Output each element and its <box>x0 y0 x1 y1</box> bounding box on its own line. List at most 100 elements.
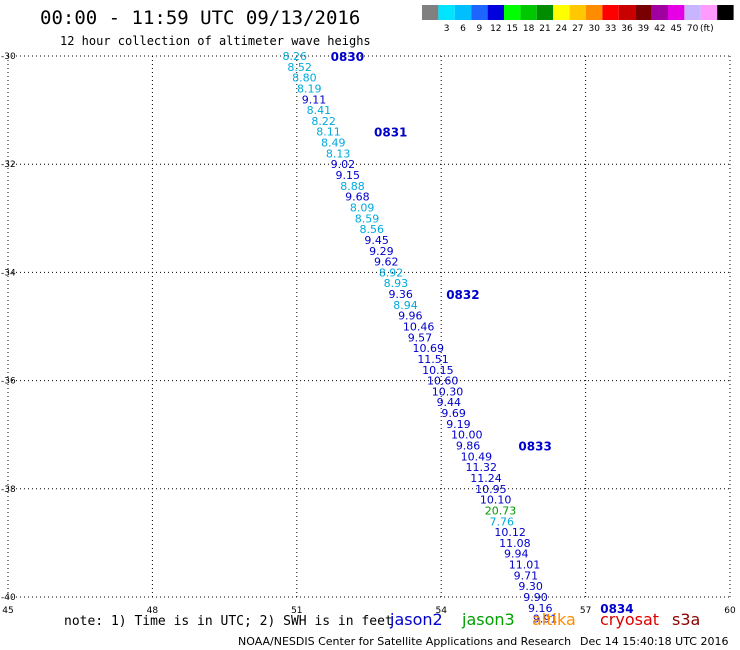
scale-label: 70 <box>687 24 699 34</box>
swh-point-label: 9.02 <box>331 158 356 171</box>
swh-point-label: 9.29 <box>369 245 394 258</box>
swh-point-label: 9.69 <box>441 407 466 420</box>
swh-point-label: 11.24 <box>470 472 502 485</box>
swh-point-label: 10.69 <box>413 342 445 355</box>
swh-point-label: 9.44 <box>437 396 462 409</box>
scale-swatch <box>618 5 636 20</box>
swh-point-label: 9.45 <box>364 234 389 247</box>
x-tick-label: 51 <box>291 606 302 616</box>
swh-point-label: 9.96 <box>398 310 423 323</box>
scale-label: 45 <box>670 24 681 34</box>
swh-point-label: 9.68 <box>345 191 370 204</box>
swh-point-label: 10.60 <box>427 375 459 388</box>
swh-point-label: 8.11 <box>316 126 341 139</box>
swh-point-label: 9.16 <box>528 602 553 615</box>
scale-label: 6 <box>460 24 466 34</box>
time-label: 0832 <box>446 288 479 302</box>
grid <box>7 55 731 598</box>
satellite-legend-label: s3a <box>672 610 700 629</box>
swh-point-label: 8.19 <box>297 82 322 95</box>
scale-swatch <box>454 5 472 20</box>
x-tick-label: 54 <box>435 606 447 616</box>
footer-timestamp: Dec 14 15:40:18 UTC 2016 <box>580 635 728 648</box>
scale-label: 42 <box>654 24 665 34</box>
swh-point-label: 8.56 <box>360 223 385 236</box>
swh-point-label: 8.94 <box>393 299 418 312</box>
chart-subtitle: 12 hour collection of altimeter wave hei… <box>60 34 371 48</box>
scale-label: 9 <box>477 24 483 34</box>
swh-point-label: 8.41 <box>307 104 332 117</box>
scale-swatch <box>635 5 652 20</box>
scale-swatch <box>471 5 488 20</box>
footer-credit: NOAA/NESDIS Center for Satellite Applica… <box>238 635 571 648</box>
swh-point-label: 7.76 <box>490 515 515 528</box>
swh-point-label: 10.00 <box>451 429 483 442</box>
swh-point-label: 9.62 <box>374 256 399 269</box>
swh-point-label: 11.01 <box>509 559 540 572</box>
swh-point-label: 8.49 <box>321 137 346 150</box>
scale-label: 24 <box>556 24 568 34</box>
swh-point-label: 9.91 <box>533 613 558 626</box>
scale-label: 15 <box>506 24 517 34</box>
scale-swatch <box>438 5 455 20</box>
chart-title: 00:00 - 11:59 UTC 09/13/2016 <box>40 7 360 29</box>
swh-point-label: 8.88 <box>340 180 365 193</box>
swh-point-label: 8.09 <box>350 201 375 214</box>
swh-point-label: 8.59 <box>355 212 380 225</box>
swh-point-label: 9.90 <box>523 591 548 604</box>
scale-label: 36 <box>621 24 633 34</box>
satellite-legend-label: cryosat <box>600 610 659 629</box>
axis-ticks: 45 48 51 54 57 60 -30 -32 -34 -36 -38 -40 <box>1 52 736 616</box>
swh-point-label: 9.15 <box>335 169 360 182</box>
satellite-legend-label: jason2 <box>389 610 443 629</box>
y-tick-label: -30 <box>1 52 16 62</box>
swh-point-label: 9.36 <box>388 288 413 301</box>
scale-swatch <box>700 5 718 20</box>
scale-label: 27 <box>572 24 583 34</box>
scale-swatch <box>520 5 537 20</box>
scale-swatch <box>487 5 504 20</box>
time-label: 0830 <box>331 50 364 64</box>
scale-unit-label: (ft) <box>700 24 714 34</box>
data-points: 8.268.528.808.199.118.418.228.118.498.13… <box>283 50 558 626</box>
scale-label: 33 <box>605 24 616 34</box>
swh-point-label: 9.30 <box>518 580 543 593</box>
swh-point-label: 11.51 <box>417 353 449 366</box>
swh-point-label: 8.13 <box>326 147 351 160</box>
y-tick-label: -36 <box>1 377 16 387</box>
scale-swatch <box>668 5 685 20</box>
swh-point-label: 10.12 <box>494 526 526 539</box>
color-scale: 3 6 9 12 15 18 21 24 27 30 33 36 39 42 45 70 (ft) <box>422 5 734 34</box>
swh-point-label: 8.22 <box>311 115 336 128</box>
swh-point-label: 8.93 <box>384 277 409 290</box>
footer-note: note: 1) Time is in UTC; 2) SWH is in fe… <box>64 614 393 629</box>
satellite-legend: jason2 jason3 altika cryosat s3a <box>389 610 700 629</box>
swh-point-label: 8.80 <box>292 72 317 85</box>
swh-point-label: 8.52 <box>287 61 312 74</box>
satellite-legend-label: altika <box>532 610 576 629</box>
swh-point-label: 20.73 <box>485 504 517 517</box>
time-labels: 0830 0831 0832 0833 0834 <box>331 50 634 616</box>
scale-swatch <box>602 5 619 20</box>
swh-point-label: 10.46 <box>403 321 435 334</box>
time-label: 0833 <box>518 440 551 454</box>
x-tick-label: 48 <box>147 606 159 616</box>
swh-point-label: 10.10 <box>480 494 512 507</box>
swh-point-label: 9.86 <box>456 440 481 453</box>
swh-point-label: 9.19 <box>446 418 471 431</box>
swh-point-label: 9.71 <box>514 569 539 582</box>
y-tick-label: -34 <box>1 268 16 278</box>
scale-swatch <box>717 5 734 20</box>
scale-label: 39 <box>638 24 650 34</box>
y-tick-label: -40 <box>1 593 16 603</box>
scale-swatch <box>684 5 701 20</box>
scale-swatch <box>504 5 521 20</box>
scale-label: 30 <box>588 24 600 34</box>
swh-point-label: 10.15 <box>422 364 454 377</box>
swh-point-label: 9.57 <box>408 331 433 344</box>
scale-swatch <box>651 5 668 20</box>
scale-swatch <box>569 5 586 20</box>
swh-point-label: 8.92 <box>379 266 404 279</box>
scale-swatch <box>422 5 439 20</box>
